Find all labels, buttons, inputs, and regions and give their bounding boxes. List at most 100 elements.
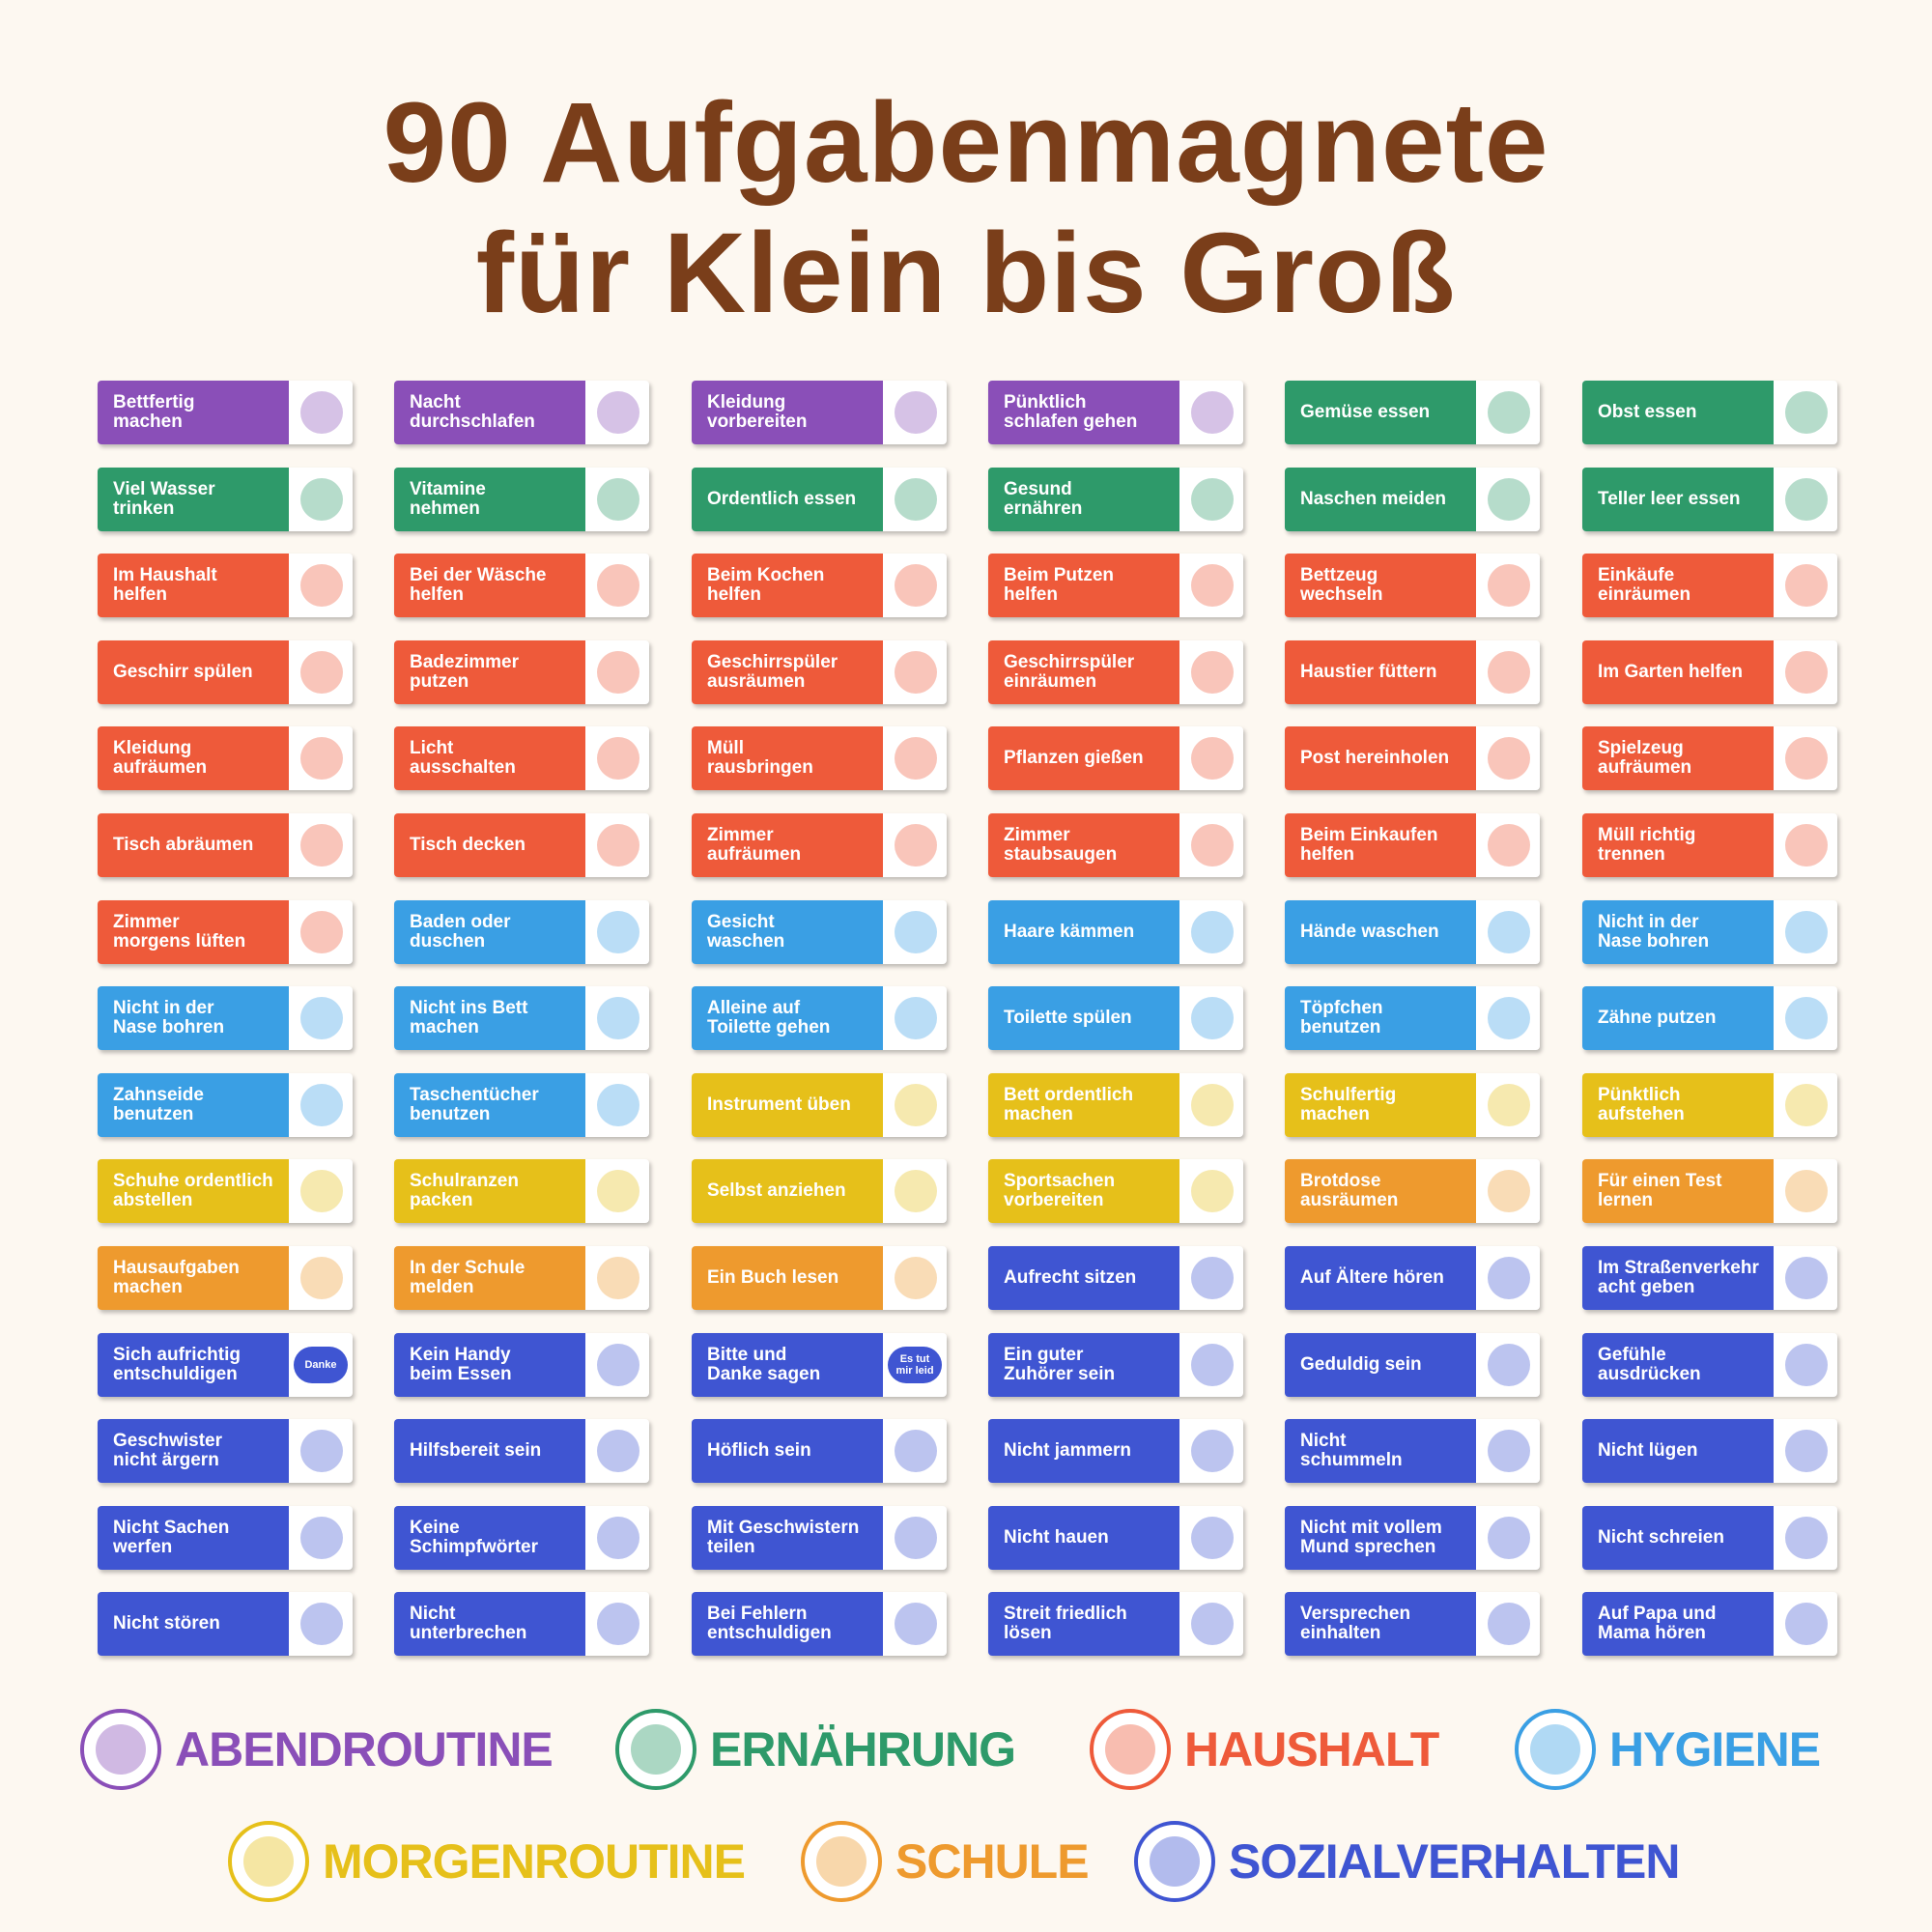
legend-item: ABENDROUTINE xyxy=(80,1709,554,1790)
magnet: Obst essen xyxy=(1582,381,1837,444)
legend-icon xyxy=(1134,1821,1215,1902)
magnet-icon xyxy=(1785,477,1828,521)
magnet-icon xyxy=(300,391,343,434)
magnet-icon xyxy=(1191,1343,1234,1386)
magnet-icon xyxy=(895,1430,937,1473)
magnet-label: Viel Wasser trinken xyxy=(98,467,289,531)
magnet-icon xyxy=(1488,1257,1530,1299)
magnet-label: Ein Buch lesen xyxy=(692,1246,883,1310)
magnet-label: Nicht Sachen werfen xyxy=(98,1505,289,1570)
magnet: Nicht ins Bett machen xyxy=(394,986,649,1051)
magnet-label: Nicht mit vollem Mund sprechen xyxy=(1285,1505,1476,1570)
magnet: Im Garten helfen xyxy=(1582,639,1837,704)
magnet-label: Müll rausbringen xyxy=(692,726,883,791)
magnet: Tisch decken xyxy=(394,813,649,877)
magnet: In der Schule melden xyxy=(394,1246,649,1310)
magnet-label: Geschirrspüler ausräumen xyxy=(692,639,883,704)
magnet-icon xyxy=(1488,1343,1530,1386)
magnet-label: Geschirr spülen xyxy=(98,639,289,704)
magnet-label: Hilfsbereit sein xyxy=(394,1419,585,1484)
magnet: Nicht schummeln xyxy=(1285,1419,1540,1484)
magnet: Licht ausschalten xyxy=(394,726,649,791)
magnet: Zahnseide benutzen xyxy=(98,1072,353,1137)
magnet: Bettzeug wechseln xyxy=(1285,554,1540,618)
magnet-label: Für einen Test lernen xyxy=(1582,1159,1774,1224)
magnet: Nicht in der Nase bohren xyxy=(1582,899,1837,964)
magnet-label: Nicht ins Bett machen xyxy=(394,986,585,1051)
magnet: Spielzeug aufräumen xyxy=(1582,726,1837,791)
magnet-icon xyxy=(895,650,937,694)
magnet-label: Ein guter Zuhörer sein xyxy=(988,1332,1179,1397)
magnet: Im Straßenverkehr acht geben xyxy=(1582,1246,1837,1310)
magnet-label: Zähne putzen xyxy=(1582,986,1774,1051)
magnet-icon xyxy=(1191,1603,1234,1646)
legend-label: HYGIENE xyxy=(1609,1722,1821,1776)
magnet-label: Gefühle ausdrücken xyxy=(1582,1332,1774,1397)
magnet-label: Im Haushalt helfen xyxy=(98,554,289,618)
magnet: Hausaufgaben machen xyxy=(98,1246,353,1310)
magnet-label: Geschirrspüler einräumen xyxy=(988,639,1179,704)
magnet-label: Keine Schimpfwörter xyxy=(394,1505,585,1570)
magnet-label: Baden oder duschen xyxy=(394,899,585,964)
magnet-icon xyxy=(300,737,343,781)
magnet-icon xyxy=(597,1603,639,1646)
magnet: Versprechen einhalten xyxy=(1285,1592,1540,1657)
magnet-label: Haare kämmen xyxy=(988,899,1179,964)
magnet-icon xyxy=(895,1083,937,1126)
magnet: Geduldig sein xyxy=(1285,1332,1540,1397)
magnet: Schulfertig machen xyxy=(1285,1072,1540,1137)
magnet: Badezimmer putzen xyxy=(394,639,649,704)
magnet-label: Gemüse essen xyxy=(1285,381,1476,444)
magnet-label: Versprechen einhalten xyxy=(1285,1592,1476,1657)
magnet: Müll rausbringen xyxy=(692,726,947,791)
magnet-label: Hausaufgaben machen xyxy=(98,1246,289,1310)
magnet-icon xyxy=(895,824,937,867)
magnet: Ein guter Zuhörer sein xyxy=(988,1332,1243,1397)
magnet-label: In der Schule melden xyxy=(394,1246,585,1310)
legend-icon-fill xyxy=(1105,1724,1155,1775)
magnet-icon xyxy=(1785,650,1828,694)
magnet-icon xyxy=(1785,1603,1828,1646)
magnet-icon xyxy=(597,1083,639,1126)
legend-icon-fill xyxy=(816,1836,867,1887)
magnet: Auf Ältere hören xyxy=(1285,1246,1540,1310)
magnet-label: Beim Kochen helfen xyxy=(692,554,883,618)
magnet: Ordentlich essen xyxy=(692,467,947,531)
magnet: Brotdose ausräumen xyxy=(1285,1159,1540,1224)
legend-icon xyxy=(80,1709,161,1790)
magnet-icon xyxy=(597,1516,639,1559)
magnet-label: Naschen meiden xyxy=(1285,467,1476,531)
legend-item: HAUSHALT xyxy=(1090,1709,1439,1790)
magnet-label: Obst essen xyxy=(1582,381,1774,444)
magnet-badge: Danke xyxy=(294,1346,348,1383)
magnet-label: Pflanzen gießen xyxy=(988,726,1179,791)
magnet-icon xyxy=(1191,1430,1234,1473)
magnet-icon xyxy=(1191,1083,1234,1126)
magnet-icon xyxy=(1488,1516,1530,1559)
magnet-label: Aufrecht sitzen xyxy=(988,1246,1179,1310)
magnet: Bei Fehlern entschuldigen xyxy=(692,1592,947,1657)
legend-label: SCHULE xyxy=(895,1834,1090,1889)
magnet: Pünktlich aufstehen xyxy=(1582,1072,1837,1137)
magnet: Im Haushalt helfen xyxy=(98,554,353,618)
magnet-icon xyxy=(1191,1516,1234,1559)
magnet: Nicht stören xyxy=(98,1592,353,1657)
magnet-icon xyxy=(597,650,639,694)
magnet-icon xyxy=(1785,1083,1828,1126)
magnet-label: Zimmer staubsaugen xyxy=(988,813,1179,877)
magnet-icon xyxy=(1488,737,1530,781)
magnet-icon xyxy=(895,997,937,1040)
magnet-icon xyxy=(1488,1603,1530,1646)
magnet-label: Vitamine nehmen xyxy=(394,467,585,531)
magnet-label: Schulranzen packen xyxy=(394,1159,585,1224)
magnet: Geschirr spülen xyxy=(98,639,353,704)
magnet: Nicht lügen xyxy=(1582,1419,1837,1484)
magnet-label: Nicht unterbrechen xyxy=(394,1592,585,1657)
legend-item: ERNÄHRUNG xyxy=(615,1709,1016,1790)
title: für Klein bis Groß xyxy=(475,210,1457,337)
magnet: Alleine auf Toilette gehen xyxy=(692,986,947,1051)
magnet-icon xyxy=(1191,391,1234,434)
magnet: Zimmer aufräumen xyxy=(692,813,947,877)
magnet: Nicht mit vollem Mund sprechen xyxy=(1285,1505,1540,1570)
